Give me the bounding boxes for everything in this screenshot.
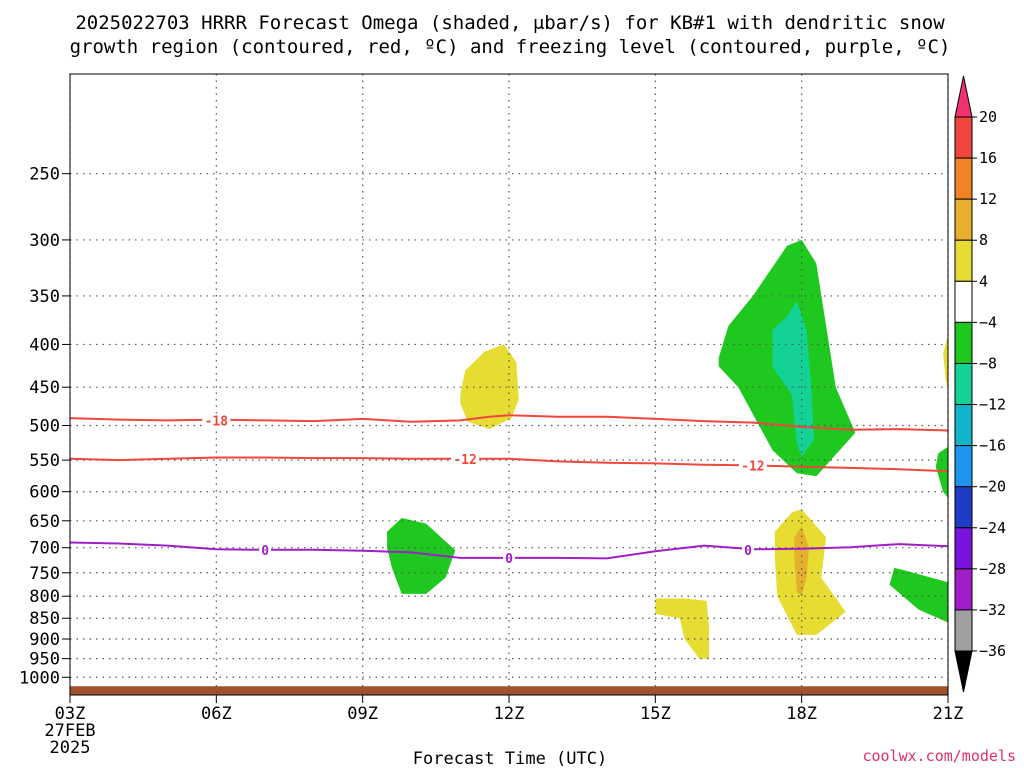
x-axis-label: Forecast Time (UTC) — [413, 749, 607, 768]
omega-region-8 — [935, 446, 948, 498]
contour-label: -12 — [741, 459, 764, 474]
colorbar-label: 8 — [979, 231, 988, 249]
ground-fill — [70, 686, 948, 695]
y-tick-label: 400 — [29, 335, 60, 355]
y-tick-label: 250 — [29, 165, 60, 185]
contour-label-bg — [503, 550, 515, 565]
colorbar-band — [954, 280, 973, 323]
y-tick-label: 700 — [29, 539, 60, 559]
colorbar-band — [954, 445, 973, 488]
contour-label: 0 — [505, 552, 513, 567]
contour-label-bg — [259, 542, 272, 557]
colorbar-band — [954, 116, 973, 159]
colorbar-label: 12 — [979, 190, 997, 208]
omega-region-2 — [772, 301, 814, 457]
colorbar-label: 16 — [979, 149, 997, 167]
colorbar-label: −20 — [979, 478, 1006, 496]
chart-title-line2: growth region (contoured, red, ºC) and f… — [70, 36, 951, 58]
y-tick-label: 900 — [29, 630, 60, 650]
x-tick-label: 09Z — [347, 704, 378, 724]
colorbar-top-arrow — [954, 75, 973, 118]
y-tick-label: 350 — [29, 287, 60, 307]
contour-label: -18 — [205, 414, 229, 429]
y-tick-label: 500 — [29, 416, 60, 436]
y-axis-ticks: 2503003504004505005506006507007508008509… — [19, 165, 70, 688]
x-tick-label: 12Z — [494, 704, 525, 724]
x-tick-sublabel: 27FEB — [44, 721, 95, 741]
colorbar-label: −32 — [979, 601, 1006, 619]
colorbar-band — [954, 568, 973, 611]
contour-label-bg — [742, 542, 755, 557]
x-tick-label: 18Z — [786, 704, 817, 724]
contour-line-1 — [70, 456, 948, 473]
colorbar-band — [954, 609, 973, 652]
omega-region-5 — [794, 526, 809, 597]
colorbar-bottom-arrow — [954, 650, 973, 693]
y-tick-label: 550 — [29, 451, 60, 471]
omega-region-7 — [889, 567, 948, 623]
colorbar-label: 20 — [979, 108, 997, 126]
colorbar-label: −24 — [979, 519, 1006, 537]
colorbar: 20 16 12 8 4 −4 −8 −12 −16 −20 −24 −28 −32 −36 — [954, 75, 1006, 693]
x-tick-label: 21Z — [933, 704, 964, 724]
omega-region-0 — [460, 344, 519, 430]
colorbar-band — [954, 527, 973, 570]
y-tick-label: 1000 — [19, 668, 60, 688]
y-tick-label: 450 — [29, 378, 60, 398]
contour-label: 0 — [261, 544, 269, 559]
y-tick-label: 300 — [29, 231, 60, 251]
colorbar-label: 4 — [979, 272, 988, 290]
colorbar-label: −28 — [979, 560, 1006, 578]
contour-label-layer: -18 -12 -12 0 0 0 — [202, 413, 767, 567]
y-tick-label: 750 — [29, 564, 60, 584]
x-tick-label: 15Z — [640, 704, 671, 724]
x-tick-sublabel: 2025 — [50, 738, 91, 758]
contour-label: -12 — [453, 453, 476, 468]
chart-title-line1: 2025022703 HRRR Forecast Omega (shaded, … — [75, 12, 945, 34]
y-tick-label: 800 — [29, 587, 60, 607]
colorbar-band — [954, 239, 973, 282]
colorbar-band — [954, 198, 973, 241]
ground-layer — [70, 686, 948, 695]
colorbar-label: −36 — [979, 642, 1006, 660]
y-tick-label: 850 — [29, 609, 60, 629]
colorbar-band — [954, 157, 973, 200]
colorbar-band — [954, 404, 973, 447]
colorbar-label: −16 — [979, 437, 1006, 455]
colorbar-band — [954, 486, 973, 529]
y-tick-label: 650 — [29, 512, 60, 532]
omega-region-3 — [387, 518, 456, 594]
x-tick-label: 03Z — [55, 704, 86, 724]
omega-region-9 — [943, 335, 948, 392]
contour-label: 0 — [744, 544, 752, 559]
colorbar-band — [954, 362, 973, 406]
omega-region-6 — [655, 598, 709, 659]
site-credit: coolwx.com/models — [862, 747, 1016, 765]
contour-label-bg — [451, 451, 480, 466]
colorbar-band — [954, 321, 973, 364]
y-tick-label: 950 — [29, 650, 60, 670]
colorbar-label: −12 — [979, 396, 1006, 414]
colorbar-label: −4 — [979, 313, 997, 331]
omega-shading-layer — [387, 239, 948, 659]
contour-label-bg — [202, 413, 231, 428]
omega-region-4 — [774, 509, 846, 635]
x-tick-label: 06Z — [201, 704, 232, 724]
y-tick-label: 600 — [29, 483, 60, 503]
contour-label-bg — [738, 458, 767, 473]
colorbar-label: −8 — [979, 354, 997, 372]
